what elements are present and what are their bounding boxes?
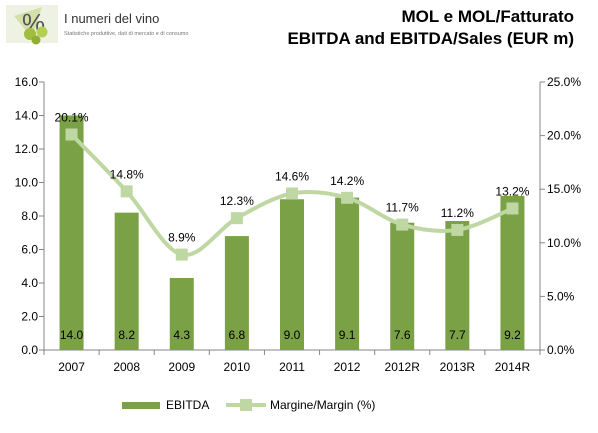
bar-value-label: 4.3 — [173, 328, 190, 342]
margin-value-label: 11.7% — [386, 201, 419, 215]
x-axis-tick-label: 2012 — [334, 360, 361, 374]
bar — [500, 195, 525, 350]
margin-value-label: 12.3% — [220, 194, 254, 208]
bar — [224, 236, 249, 350]
margin-value-label: 8.9% — [168, 231, 196, 245]
margin-point — [341, 191, 354, 204]
margin-point — [120, 185, 133, 198]
logo-subtitle: Statistiche produttive, dati di mercato … — [64, 31, 189, 37]
bar-value-label: 9.2 — [504, 328, 521, 342]
bar — [445, 221, 470, 350]
bar — [280, 199, 304, 350]
margin-point — [230, 212, 243, 225]
margin-point — [451, 223, 464, 236]
chart-title: MOL e MOL/Fatturato EBITDA and EBITDA/Sa… — [287, 6, 574, 50]
bar-value-label: 8.2 — [118, 328, 135, 342]
x-axis-tick-label: 2011 — [279, 360, 305, 374]
bar — [335, 197, 360, 350]
margin-point — [286, 187, 298, 200]
margin-value-label: 13.2% — [495, 184, 529, 198]
left-axis-tick-label: 14.0 — [15, 109, 39, 123]
bar — [169, 277, 194, 350]
right-axis-tick-label: 25.0% — [547, 75, 581, 89]
grape-icon — [36, 26, 48, 38]
legend-item-ebitda: EBITDA — [122, 398, 209, 412]
logo: % I numeri del vino Statistiche produtti… — [2, 2, 232, 46]
bar-value-label: 6.8 — [229, 328, 246, 342]
line-value-labels: 20.1% 14.8% 8.9% 12.3% 14.6% 14.2% 11.7% 11.2% 1… — [55, 111, 530, 245]
x-axis-tick-label: 2009 — [168, 360, 195, 374]
margin-value-label: 14.2% — [330, 174, 364, 188]
margin-value-label: 14.8% — [110, 167, 144, 181]
line-series — [65, 128, 519, 261]
bar-series — [59, 115, 525, 350]
legend-line-swatch — [226, 399, 266, 411]
margin-value-label: 14.6% — [275, 169, 309, 183]
x-axis-tick-label: 2007 — [58, 360, 85, 374]
grape-icon — [31, 35, 41, 45]
margin-line — [70, 133, 514, 257]
right-axis-tick-label: 20.0% — [547, 129, 581, 143]
margin-point — [65, 128, 78, 141]
bar — [390, 222, 415, 350]
bar-value-label: 7.6 — [394, 328, 411, 342]
left-axis-tick-label: 10.0 — [15, 176, 39, 190]
bar-value-label: 9.0 — [284, 328, 301, 342]
wine-logo-icon: % — [6, 5, 58, 45]
left-axis-tick-label: 2.0 — [21, 310, 38, 324]
bar-value-label: 9.1 — [339, 328, 356, 342]
margin-value-label: 20.1% — [55, 111, 89, 125]
margin-point — [506, 202, 519, 215]
legend-bar-swatch — [122, 401, 160, 409]
legend-label-ebitda: EBITDA — [166, 398, 210, 412]
x-axis-tick-label: 2010 — [224, 360, 251, 374]
x-axis-tick-label: 2008 — [113, 360, 140, 374]
chart-title-line2: EBITDA and EBITDA/Sales (EUR m) — [287, 29, 574, 48]
chart-title-line1: MOL e MOL/Fatturato — [401, 7, 574, 26]
margin-point — [396, 218, 409, 231]
bar-value-labels: 14.0 8.2 4.3 6.8 9.0 9.1 7.6 7.7 9.2 — [60, 328, 521, 342]
logo-title: I numeri del vino — [64, 11, 160, 26]
bar — [59, 115, 84, 350]
left-axis-tick-label: 0.0 — [21, 343, 38, 357]
left-axis-tick-label: 4.0 — [21, 276, 38, 290]
right-axis-tick-label: 5.0% — [547, 289, 575, 303]
margin-value-label: 11.2% — [441, 206, 474, 220]
right-axis-tick-label: 15.0% — [547, 182, 581, 196]
margin-point — [175, 248, 188, 261]
chart-axes: 0.0 2.0 4.0 6.0 8.0 10.0 12.0 14.0 16.0 0.0% 5.0% 1… — [15, 75, 582, 374]
bar-value-label: 7.7 — [449, 328, 466, 342]
x-axis-tick-label: 2013R — [440, 360, 476, 374]
left-axis-tick-label: 12.0 — [15, 142, 39, 156]
left-axis-tick-label: 6.0 — [21, 243, 38, 257]
x-axis-tick-label: 2012R — [385, 360, 421, 374]
right-axis-tick-label: 10.0% — [547, 236, 581, 250]
bar — [114, 212, 139, 350]
left-axis-tick-label: 16.0 — [15, 75, 39, 89]
bar-value-label: 14.0 — [60, 328, 84, 342]
right-axis-tick-label: 0.0% — [547, 343, 575, 357]
x-axis-tick-label: 2014R — [495, 360, 531, 374]
legend-item-margin: Margine/Margin (%) — [226, 398, 375, 412]
logo-leaf-shape — [14, 7, 42, 38]
legend: EBITDA Margine/Margin (%) — [0, 398, 598, 414]
legend-label-margin: Margine/Margin (%) — [270, 398, 376, 412]
left-axis-tick-label: 8.0 — [21, 209, 38, 223]
